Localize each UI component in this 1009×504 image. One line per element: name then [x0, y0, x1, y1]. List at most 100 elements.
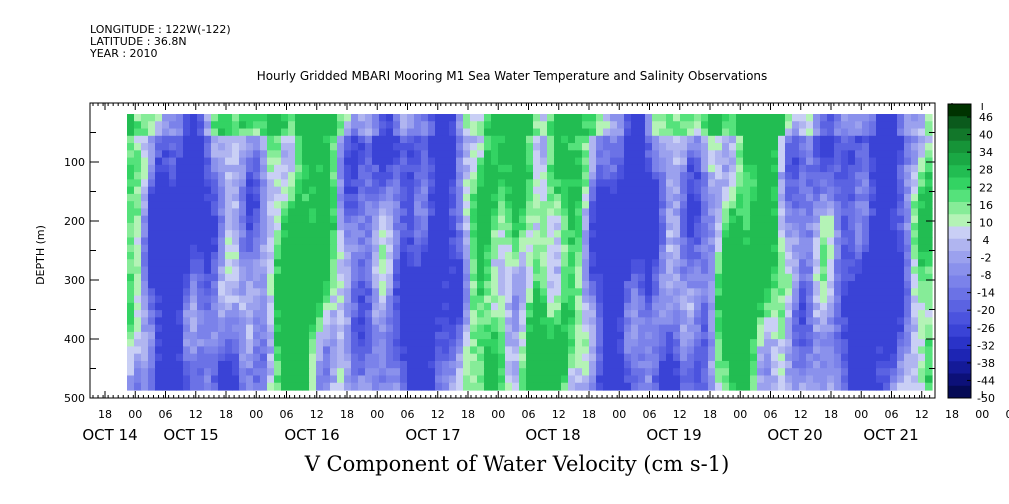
- field-cell: [834, 150, 842, 159]
- field-cell: [876, 259, 884, 268]
- field-cell: [631, 121, 639, 130]
- field-cell: [589, 375, 597, 384]
- field-cell: [722, 215, 730, 224]
- field-cell: [505, 121, 513, 130]
- field-cell: [183, 288, 191, 297]
- field-cell: [848, 237, 856, 246]
- field-cell: [687, 266, 695, 275]
- field-cell: [281, 310, 289, 318]
- field-cell: [799, 121, 807, 130]
- field-cell: [904, 150, 912, 159]
- field-cell: [169, 164, 177, 173]
- field-cell: [141, 281, 149, 289]
- field-cell: [855, 244, 863, 253]
- field-cell: [477, 201, 485, 210]
- field-cell: [554, 179, 562, 188]
- field-cell: [316, 273, 324, 282]
- field-cell: [841, 186, 849, 195]
- field-cell: [358, 375, 366, 384]
- field-cell: [519, 360, 527, 369]
- field-cell: [575, 353, 583, 362]
- field-cell: [393, 164, 401, 173]
- field-cell: [379, 208, 387, 217]
- field-cell: [505, 266, 513, 275]
- field-cell: [827, 317, 835, 326]
- field-cell: [827, 310, 835, 318]
- field-cell: [883, 281, 891, 289]
- field-cell: [610, 252, 618, 260]
- field-cell: [442, 237, 450, 246]
- field-cell: [785, 266, 793, 275]
- field-cell: [883, 259, 891, 268]
- field-cell: [267, 382, 275, 391]
- field-cell: [645, 288, 653, 297]
- field-cell: [484, 382, 492, 391]
- field-cell: [393, 302, 401, 311]
- field-cell: [337, 295, 345, 304]
- field-cell: [841, 135, 849, 144]
- field-cell: [617, 273, 625, 282]
- field-cell: [533, 150, 541, 159]
- field-cell: [526, 266, 534, 275]
- field-cell: [365, 208, 373, 217]
- field-cell: [631, 150, 639, 159]
- field-cell: [897, 310, 905, 318]
- field-cell: [785, 172, 793, 180]
- field-cell: [197, 368, 205, 377]
- field-cell: [344, 244, 352, 253]
- field-cell: [729, 295, 737, 304]
- field-cell: [764, 266, 772, 275]
- field-cell: [722, 281, 730, 289]
- field-cell: [134, 302, 142, 311]
- field-cell: [666, 310, 674, 318]
- field-cell: [834, 302, 842, 311]
- field-cell: [722, 339, 730, 348]
- field-cell: [904, 295, 912, 304]
- field-cell: [169, 135, 177, 144]
- field-cell: [547, 143, 555, 151]
- field-cell: [204, 324, 212, 333]
- field-cell: [197, 164, 205, 173]
- field-cell: [183, 310, 191, 318]
- field-cell: [680, 244, 688, 253]
- field-cell: [365, 150, 373, 159]
- field-cell: [715, 230, 723, 239]
- field-cell: [904, 208, 912, 217]
- field-cell: [694, 172, 702, 180]
- field-cell: [736, 252, 744, 260]
- field-cell: [603, 360, 611, 369]
- field-cell: [190, 252, 198, 260]
- field-cell: [127, 186, 135, 195]
- field-cell: [659, 157, 667, 166]
- field-cell: [239, 143, 247, 151]
- field-cell: [351, 331, 359, 340]
- field-cell: [393, 172, 401, 180]
- field-cell: [512, 317, 520, 326]
- field-cell: [225, 382, 233, 391]
- field-cell: [449, 230, 457, 239]
- field-cell: [323, 375, 331, 384]
- field-cell: [918, 201, 926, 210]
- field-cell: [862, 244, 870, 253]
- field-cell: [316, 172, 324, 180]
- field-cell: [855, 128, 863, 137]
- field-cell: [323, 266, 331, 275]
- field-cell: [162, 310, 170, 318]
- field-cell: [288, 273, 296, 282]
- field-cell: [351, 201, 359, 210]
- field-cell: [764, 339, 772, 348]
- field-cell: [463, 215, 471, 224]
- field-cell: [302, 128, 310, 137]
- field-cell: [575, 368, 583, 377]
- field-cell: [204, 317, 212, 326]
- field-cell: [715, 266, 723, 275]
- field-cell: [568, 368, 576, 377]
- field-cell: [484, 375, 492, 384]
- field-cell: [610, 382, 618, 391]
- field-cell: [855, 186, 863, 195]
- field-cell: [785, 135, 793, 144]
- field-cell: [267, 331, 275, 340]
- field-cell: [694, 179, 702, 188]
- field-cell: [841, 193, 849, 202]
- field-cell: [148, 324, 156, 333]
